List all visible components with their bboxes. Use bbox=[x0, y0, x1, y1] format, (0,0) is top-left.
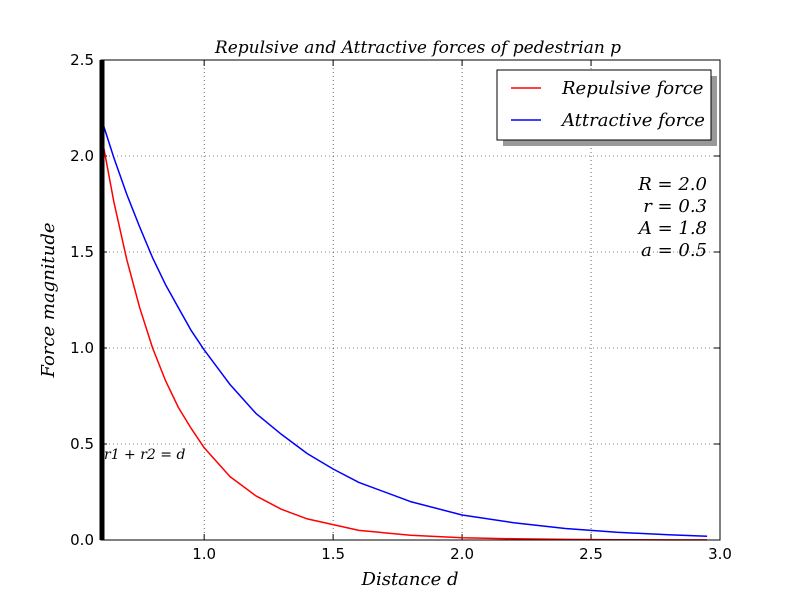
legend-label: Repulsive force bbox=[561, 78, 703, 99]
x-tick-label: 2.0 bbox=[450, 545, 474, 563]
y-tick-label: 1.5 bbox=[70, 243, 94, 261]
legend-box bbox=[496, 69, 712, 141]
y-tick-label: 0.5 bbox=[70, 435, 94, 453]
x-axis-label: Distance d bbox=[361, 569, 459, 590]
legend-label: Attractive force bbox=[560, 110, 705, 131]
param-label: A = 1.8 bbox=[637, 218, 707, 239]
x-tick-label: 2.5 bbox=[579, 545, 603, 563]
series-line-repulsive-force bbox=[100, 132, 708, 541]
y-tick-label: 2.5 bbox=[70, 51, 94, 69]
param-label: a = 0.5 bbox=[641, 240, 707, 261]
chart-title: Repulsive and Attractive forces of pedes… bbox=[214, 38, 621, 58]
param-label: R = 2.0 bbox=[637, 174, 707, 195]
y-tick-label: 1.0 bbox=[70, 339, 94, 357]
plot-frame bbox=[100, 59, 721, 541]
x-tick-label: 1.0 bbox=[192, 545, 216, 563]
y-tick-label: 0.0 bbox=[70, 531, 94, 549]
series-line-attractive-force bbox=[100, 117, 708, 537]
param-label: r = 0.3 bbox=[643, 196, 707, 217]
x-tick-label: 1.5 bbox=[321, 545, 345, 563]
boundary-label: r1 + r2 = d bbox=[104, 447, 185, 463]
y-tick-label: 2.0 bbox=[70, 147, 94, 165]
x-tick-label: 3.0 bbox=[708, 545, 732, 563]
y-axis-label: Force magnitude bbox=[38, 222, 59, 378]
